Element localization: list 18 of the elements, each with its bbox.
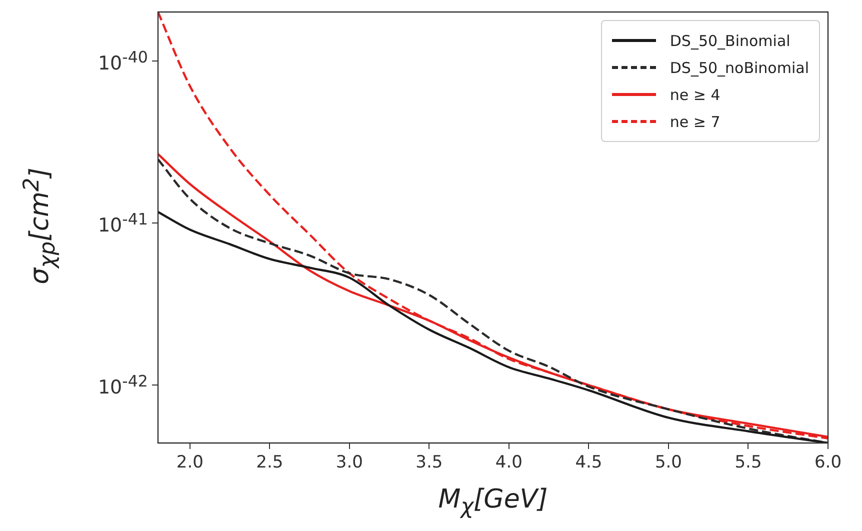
- x-tick-label: 4.0: [495, 452, 522, 473]
- legend-label: DS_50_Binomial: [670, 32, 790, 50]
- x-tick-label: 2.5: [256, 452, 284, 473]
- x-tick-label: 5.0: [654, 452, 682, 473]
- legend-label: ne ≥ 7: [670, 112, 720, 130]
- legend-label: DS_50_noBinomial: [670, 58, 809, 76]
- x-tick-label: 3.0: [336, 452, 363, 473]
- y-tick-label: 10$^{-40}$: [98, 47, 148, 74]
- x-tick-label: 5.5: [734, 452, 762, 473]
- x-tick-label: 4.5: [575, 452, 602, 473]
- x-tick-label: 2.0: [176, 452, 204, 473]
- line-series: [158, 210, 828, 443]
- x-tick-label: 6.0: [814, 452, 842, 473]
- x-axis-title: M$_{χ}$[GeV]: [438, 484, 548, 520]
- y-tick-label: 10$^{-42}$: [98, 372, 148, 399]
- x-tick-label: 3.5: [416, 452, 443, 473]
- legend-label: ne ≥ 4: [670, 86, 720, 104]
- y-tick-label: 10$^{-41}$: [98, 209, 148, 237]
